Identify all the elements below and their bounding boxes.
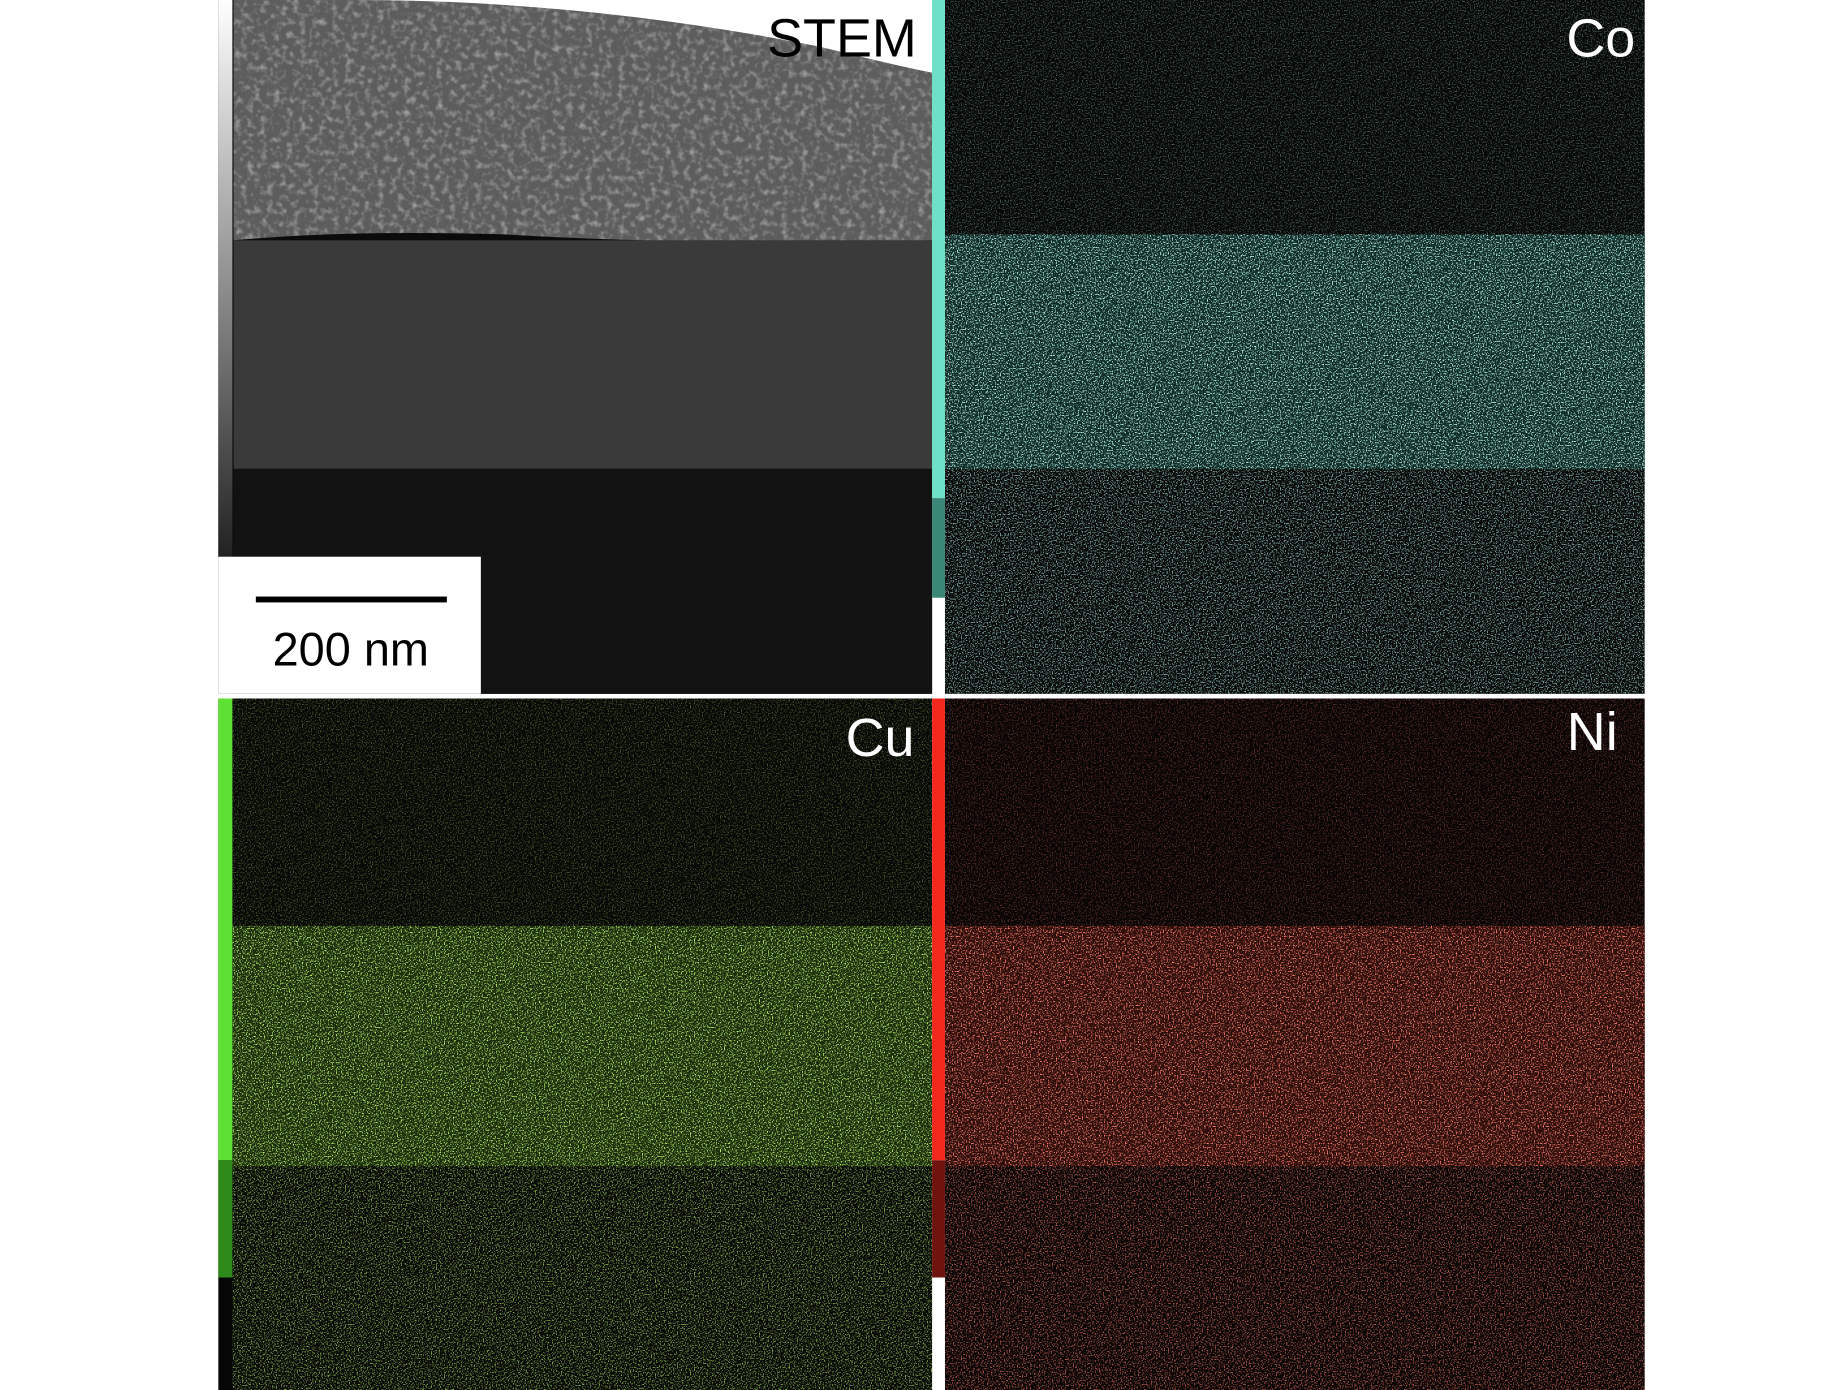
panel-label: Ni	[1567, 702, 1618, 762]
scale-bar-label: 200 nm	[273, 624, 429, 676]
panel-label: Co	[1566, 8, 1635, 68]
co-panel: Co	[932, 0, 1645, 694]
scale-bar: 200 nm	[218, 556, 481, 694]
panel-label: Cu	[846, 708, 915, 768]
ni-panel: Ni	[932, 698, 1645, 1390]
cu-panel: Cu	[218, 698, 933, 1390]
panel-label: STEM	[767, 8, 917, 68]
